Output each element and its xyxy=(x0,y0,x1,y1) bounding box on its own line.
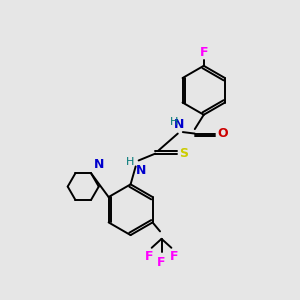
Text: F: F xyxy=(200,46,208,59)
Text: S: S xyxy=(179,147,188,160)
Text: F: F xyxy=(144,250,153,263)
Text: F: F xyxy=(170,250,178,263)
Text: N: N xyxy=(174,118,184,130)
Text: N: N xyxy=(136,164,146,177)
Text: F: F xyxy=(157,256,166,269)
Text: N: N xyxy=(93,158,104,171)
Text: H: H xyxy=(170,117,178,127)
Text: H: H xyxy=(126,157,134,167)
Text: O: O xyxy=(217,127,227,140)
